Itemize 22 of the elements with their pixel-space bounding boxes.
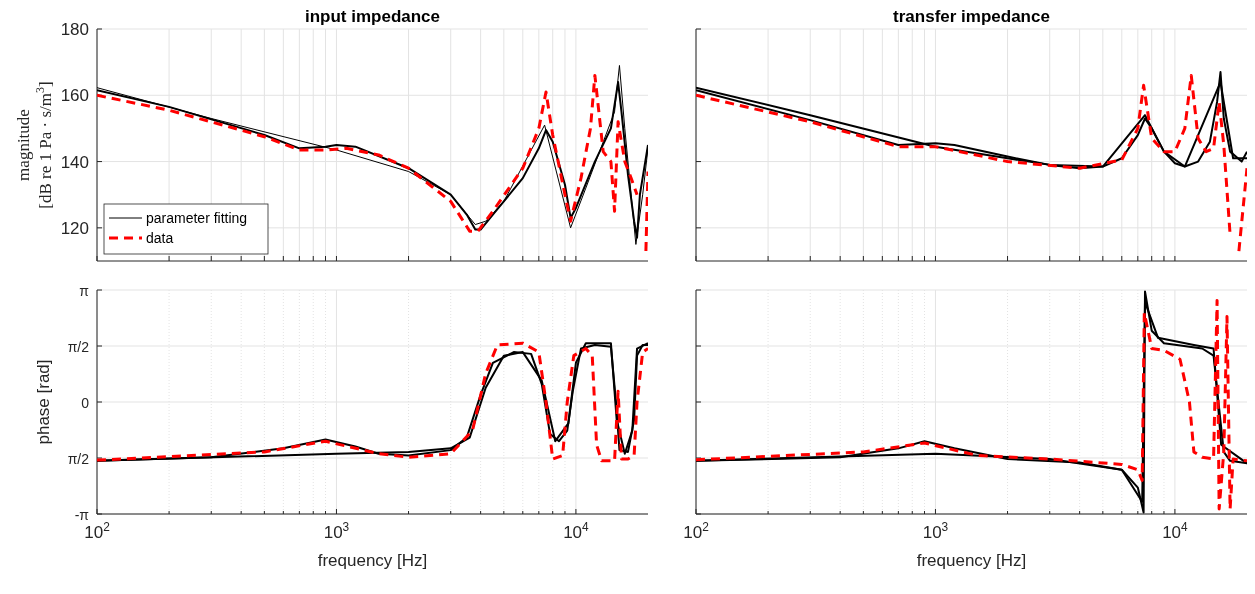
x-tick-label: 10$^{3}$: [323, 520, 350, 542]
x-axis-title: frequency [Hz]: [916, 551, 1027, 570]
x-tick-label: 10$^{4}$: [1162, 520, 1189, 542]
legend-label: parameter fitting: [146, 210, 248, 226]
y-tick-label: π/2: [67, 339, 90, 355]
chart-title: input impedance: [304, 7, 441, 26]
y-tick-label: π/2: [67, 451, 90, 467]
y-tick-label: 180: [60, 20, 89, 39]
y-tick-label: 160: [60, 86, 89, 106]
y-tick-label: 0: [81, 395, 90, 411]
y-tick-label: 120: [60, 218, 89, 238]
y-axis-title: phase [rad]: [34, 359, 53, 445]
x-tick-label: 10$^{2}$: [683, 520, 710, 542]
x-tick-label: 10$^{2}$: [84, 520, 111, 542]
legend-label: data: [146, 230, 174, 246]
y-tick-label: π: [79, 283, 90, 299]
chart-title: transfer impedance: [893, 7, 1050, 26]
x-tick-label: 10$^{3}$: [922, 520, 949, 542]
y-tick-label: 140: [60, 152, 89, 172]
y-tick-label: -π: [74, 507, 90, 523]
x-axis-title: frequency [Hz]: [317, 551, 428, 570]
x-tick-label: 10$^{4}$: [563, 520, 590, 542]
